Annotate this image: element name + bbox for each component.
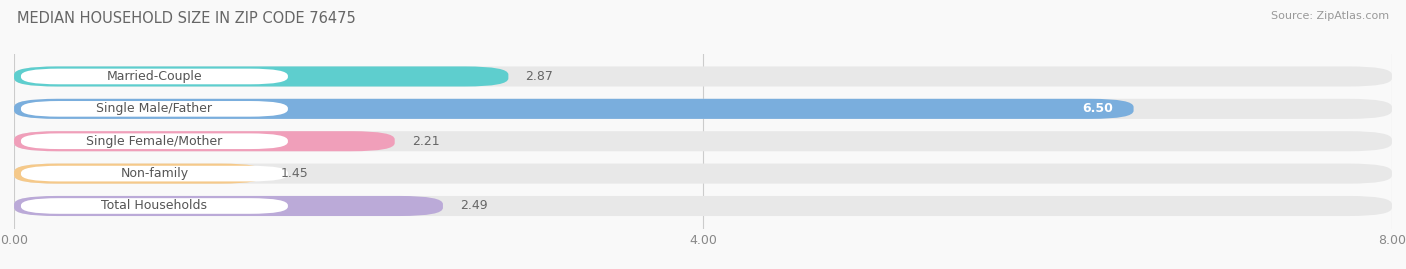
FancyBboxPatch shape xyxy=(14,66,509,87)
Text: 2.21: 2.21 xyxy=(412,135,440,148)
Text: Source: ZipAtlas.com: Source: ZipAtlas.com xyxy=(1271,11,1389,21)
FancyBboxPatch shape xyxy=(21,166,288,181)
FancyBboxPatch shape xyxy=(14,196,443,216)
FancyBboxPatch shape xyxy=(21,101,288,117)
Text: 2.87: 2.87 xyxy=(526,70,554,83)
Text: 2.49: 2.49 xyxy=(460,200,488,213)
Text: Single Female/Mother: Single Female/Mother xyxy=(86,135,222,148)
FancyBboxPatch shape xyxy=(14,196,1392,216)
FancyBboxPatch shape xyxy=(14,164,1392,184)
Text: 1.45: 1.45 xyxy=(281,167,309,180)
FancyBboxPatch shape xyxy=(21,133,288,149)
Text: Total Households: Total Households xyxy=(101,200,208,213)
FancyBboxPatch shape xyxy=(14,99,1133,119)
Text: Non-family: Non-family xyxy=(121,167,188,180)
Text: MEDIAN HOUSEHOLD SIZE IN ZIP CODE 76475: MEDIAN HOUSEHOLD SIZE IN ZIP CODE 76475 xyxy=(17,11,356,26)
Text: 6.50: 6.50 xyxy=(1083,102,1114,115)
Text: Married-Couple: Married-Couple xyxy=(107,70,202,83)
FancyBboxPatch shape xyxy=(14,99,1392,119)
FancyBboxPatch shape xyxy=(14,131,1392,151)
FancyBboxPatch shape xyxy=(14,131,395,151)
FancyBboxPatch shape xyxy=(14,164,264,184)
Text: Single Male/Father: Single Male/Father xyxy=(97,102,212,115)
FancyBboxPatch shape xyxy=(14,66,1392,87)
FancyBboxPatch shape xyxy=(21,198,288,214)
FancyBboxPatch shape xyxy=(21,69,288,84)
